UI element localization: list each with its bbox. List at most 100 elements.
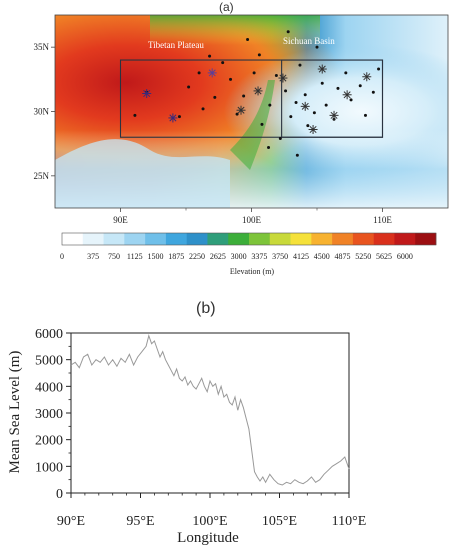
map-x-tick-label: 110E	[373, 215, 392, 225]
star-marker	[300, 101, 310, 111]
map-x-ticks: 90E 100E 110E	[113, 208, 392, 225]
star-marker-stroke	[254, 87, 262, 95]
colorbar-swatch	[290, 233, 312, 245]
colorbar-swatch	[186, 233, 208, 245]
profile-y-tick-label: 6000	[35, 327, 63, 342]
colorbar-tick-label: 1125	[127, 252, 143, 261]
profile-y-tick-label: 3000	[35, 407, 63, 422]
station-dot	[344, 71, 348, 75]
map-y-tick-label: 25N	[34, 171, 50, 181]
colorbar-swatch	[415, 233, 437, 245]
star-marker	[207, 68, 217, 78]
star-marker	[308, 125, 318, 135]
station-dot	[246, 37, 250, 41]
colorbar-swatch	[228, 233, 250, 245]
star-marker-stroke	[208, 69, 216, 77]
station-dot	[284, 89, 288, 93]
plot-frame	[70, 332, 350, 494]
star-marker-stroke	[343, 91, 351, 99]
station-dot	[274, 73, 278, 77]
colorbar-swatch	[62, 233, 84, 245]
colorbar-tick-label: 375	[87, 252, 99, 261]
elevation-colorbar	[61, 232, 437, 246]
star-marker	[168, 113, 178, 123]
station-dot	[260, 122, 264, 126]
northern-mountains-shading	[150, 15, 320, 45]
station-dot	[358, 84, 362, 88]
colorbar-tick-label: 1875	[168, 252, 184, 261]
station-dot	[349, 98, 353, 102]
star-markers	[142, 64, 372, 135]
profile-x-axis-title: Longitude	[177, 530, 239, 546]
profile-y-tick-label: 5000	[35, 354, 63, 369]
station-dot	[289, 115, 293, 119]
star-marker	[236, 105, 246, 115]
station-dot	[213, 95, 217, 99]
star-marker-stroke	[143, 89, 151, 98]
colorbar-swatch	[103, 233, 125, 245]
star-marker-stroke	[363, 73, 371, 81]
station-dot	[295, 153, 299, 157]
colorbar-title: Elevation (m)	[230, 267, 275, 276]
station-dot	[257, 53, 261, 57]
station-dot	[324, 103, 328, 107]
station-dot	[252, 71, 256, 75]
station-dot	[268, 103, 272, 107]
colorbar-tick-label: 4875	[335, 252, 351, 261]
panel-a-title: (a)	[219, 0, 234, 14]
colorbar-swatch	[165, 233, 187, 245]
station-dot	[306, 124, 310, 128]
station-dot	[133, 113, 137, 117]
map-y-tick-label: 30N	[34, 107, 50, 117]
station-dot	[298, 63, 302, 67]
station-dot	[201, 107, 205, 111]
station-dot	[371, 90, 375, 94]
star-marker-stroke	[301, 102, 309, 110]
colorbar-swatch	[145, 233, 167, 245]
profile-y-tick-label: 2000	[35, 434, 63, 449]
star-marker-stroke	[318, 65, 326, 73]
star-marker	[342, 90, 352, 100]
station-dot	[336, 86, 340, 90]
colorbar-swatch	[394, 233, 416, 245]
panel-b-title: (b)	[196, 300, 216, 317]
domain-box-2	[281, 59, 384, 138]
star-marker	[142, 88, 152, 98]
colorbar-tick-label: 750	[108, 252, 120, 261]
colorbar-swatch	[311, 233, 333, 245]
station-dot	[363, 113, 367, 117]
colorbar-tick-label: 2250	[189, 252, 205, 261]
sichuan-basin-label: Sichuan Basin	[283, 36, 335, 46]
station-dot	[221, 61, 225, 65]
elevation-profile-plot: 90°E 95°E 100°E 105°E 110°E 0 1000 2000 3000 400…	[35, 327, 366, 529]
profile-x-tick-label: 100°E	[192, 514, 227, 529]
colorbar-tick-label: 5250	[355, 252, 371, 261]
station-dot	[286, 30, 290, 34]
star-marker-stroke	[237, 106, 245, 114]
colorbar-swatch	[352, 233, 374, 245]
profile-y-tick-label: 0	[56, 487, 63, 502]
profile-x-ticks: 90°E 95°E 100°E 105°E 110°E	[57, 493, 366, 529]
colorbar-swatch	[249, 233, 271, 245]
colorbar-tick-label: 0	[60, 252, 64, 261]
colorbar-tick-label: 3000	[231, 252, 247, 261]
star-marker	[362, 72, 372, 82]
profile-x-tick-label: 110°E	[332, 514, 367, 529]
colorbar-swatch	[207, 233, 229, 245]
station-dot	[303, 93, 307, 97]
station-dot	[312, 111, 316, 115]
colorbar-tick-label: 1500	[148, 252, 164, 261]
map-y-ticks: 35N 30N 25N	[34, 42, 55, 181]
station-dot	[278, 137, 282, 141]
colorbar-tick-label: 6000	[397, 252, 413, 261]
colorbar-tick-label: 4125	[293, 252, 309, 261]
colorbar-tick-label: 3375	[251, 252, 267, 261]
station-dot	[315, 45, 319, 49]
station-dot	[294, 100, 298, 104]
station-dot	[229, 77, 233, 81]
profile-x-tick-label: 90°E	[57, 514, 85, 529]
profile-y-tick-label: 1000	[35, 460, 63, 475]
station-dot	[177, 115, 181, 119]
station-dot	[267, 146, 271, 150]
